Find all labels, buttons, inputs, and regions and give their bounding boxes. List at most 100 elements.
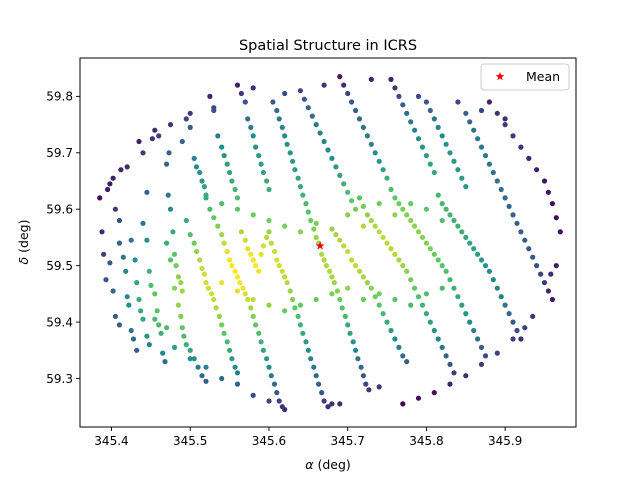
scatter-point (140, 316, 146, 322)
scatter-point (349, 198, 355, 204)
scatter-point (475, 336, 481, 342)
scatter-point (103, 277, 109, 283)
scatter-point (400, 206, 406, 212)
scatter-point (463, 311, 469, 317)
scatter-point (475, 251, 481, 257)
legend-star-icon (495, 71, 505, 81)
scatter-point (478, 361, 485, 367)
scatter-point (205, 285, 211, 291)
scatter-point (514, 220, 520, 226)
scatter-point (248, 305, 254, 311)
scatter-point (156, 133, 162, 139)
scatter-point (337, 74, 343, 80)
scatter-point (191, 240, 197, 246)
scatter-point (353, 347, 359, 353)
scatter-point (353, 107, 359, 114)
scatter-point (360, 124, 366, 130)
scatter-point (268, 373, 274, 379)
scatter-point (415, 136, 422, 142)
scatter-point (451, 285, 457, 291)
scatter-point (400, 353, 406, 359)
scatter-point (242, 99, 248, 105)
scatter-point (451, 158, 457, 164)
plot-frame (79, 57, 577, 428)
scatter-point (191, 356, 197, 362)
scatter-point (400, 263, 406, 269)
scatter-point (187, 356, 193, 362)
scatter-point (439, 285, 445, 291)
scatter-point (404, 110, 410, 116)
scatter-point (250, 296, 256, 303)
scatter-point (368, 217, 374, 224)
scatter-point (279, 404, 285, 410)
legend-label-mean: Mean (526, 69, 560, 84)
scatter-point (345, 248, 351, 255)
scatter-point (313, 296, 319, 303)
y-axis-label: δ (deg) (16, 220, 31, 265)
scatter-point (178, 313, 184, 319)
scatter-point (238, 90, 244, 97)
scatter-point (264, 234, 270, 240)
scatter-point (164, 325, 170, 331)
scatter-point (360, 373, 366, 379)
scatter-point (368, 141, 374, 147)
scatter-point (203, 280, 209, 286)
scatter-point (187, 124, 193, 130)
x-tick-label: 345.7 (331, 434, 365, 448)
scatter-point (297, 229, 303, 235)
scatter-point (467, 319, 473, 325)
scatter-point (333, 164, 339, 170)
scatter-point (447, 150, 453, 156)
scatter-point (149, 136, 155, 142)
scatter-point (321, 138, 327, 145)
scatter-point (211, 107, 217, 114)
scatter-point (279, 268, 285, 274)
scatter-point (282, 133, 288, 139)
scatter-point (124, 294, 130, 300)
scatter-point (380, 311, 386, 317)
scatter-point (384, 175, 390, 181)
scatter-point (292, 305, 298, 311)
scatter-point (116, 240, 122, 246)
scatter-point (207, 93, 213, 99)
scatter-point (412, 285, 418, 291)
scatter-point (447, 277, 453, 283)
scatter-point (264, 178, 270, 184)
scatter-point (339, 305, 345, 311)
scatter-point (274, 107, 280, 114)
x-tick-label: 345.6 (252, 434, 286, 448)
scatter-point (193, 164, 200, 170)
scatter-point (295, 313, 301, 319)
scatter-point (250, 257, 256, 263)
scatter-point (534, 167, 540, 173)
scatter-point (260, 243, 266, 249)
scatter-point (258, 251, 264, 257)
scatter-point (396, 257, 402, 263)
scatter-point (165, 192, 171, 198)
scatter-point (128, 237, 134, 243)
scatter-point (447, 361, 453, 367)
scatter-point (392, 85, 398, 91)
scatter-point (423, 291, 429, 297)
scatter-point (404, 268, 410, 274)
scatter-point (463, 234, 469, 240)
x-tick-label: 345.4 (94, 434, 128, 448)
scatter-point (415, 294, 422, 300)
scatter-point (408, 302, 414, 308)
scatter-point (193, 248, 200, 255)
y-tick-label: 59.5 (46, 259, 73, 273)
scatter-point (187, 347, 193, 353)
mean-marker-group (315, 241, 325, 250)
scatter-point (279, 124, 285, 130)
scatter-point (250, 313, 256, 319)
scatter-point (250, 133, 256, 139)
scatter-point (234, 82, 241, 88)
scatter-point (494, 285, 500, 291)
scatter-point (475, 136, 481, 142)
scatter-point (415, 93, 422, 99)
scatter-point (282, 90, 288, 97)
scatter-point (208, 291, 215, 297)
scatter-point (463, 184, 469, 190)
scatter-point (266, 217, 272, 224)
